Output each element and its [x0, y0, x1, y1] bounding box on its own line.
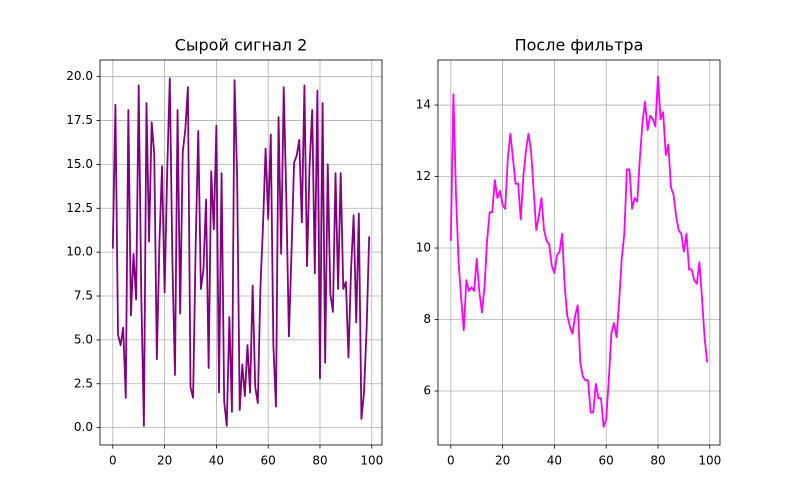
y-tick-label: 14	[416, 98, 431, 112]
x-tick-label: 20	[495, 454, 510, 468]
x-tick-label: 80	[312, 454, 327, 468]
y-tick-label: 6	[423, 384, 431, 398]
y-tick-label: 5.0	[74, 332, 93, 346]
y-tick-label: 12.5	[66, 201, 93, 215]
y-tick-label: 12	[416, 169, 431, 183]
y-tick-label: 8	[423, 312, 431, 326]
x-tick-label: 80	[650, 454, 665, 468]
y-tick-label: 2.5	[74, 376, 93, 390]
x-tick-label: 100	[360, 454, 383, 468]
y-tick-label: 10.0	[66, 245, 93, 259]
axes-frame	[437, 59, 721, 446]
y-tick-label: 0.0	[74, 420, 93, 434]
chart-title: Сырой сигнал 2	[175, 36, 308, 55]
y-tick-label: 10	[416, 241, 431, 255]
line-series	[449, 75, 709, 428]
x-tick-label: 20	[157, 454, 172, 468]
x-tick-label: 40	[547, 454, 562, 468]
x-tick-label: 60	[261, 454, 276, 468]
y-tick-label: 17.5	[66, 113, 93, 127]
x-tick-label: 60	[599, 454, 614, 468]
axes-frame	[99, 59, 383, 446]
y-tick-label: 15.0	[66, 157, 93, 171]
x-tick-label: 100	[698, 454, 721, 468]
x-tick-label: 0	[447, 454, 455, 468]
y-tick-label: 20.0	[66, 69, 93, 83]
x-tick-label: 40	[209, 454, 224, 468]
y-tick-label: 7.5	[74, 289, 93, 303]
line-series	[111, 77, 371, 427]
chart-title: После фильтра	[515, 36, 644, 55]
x-tick-label: 0	[109, 454, 117, 468]
